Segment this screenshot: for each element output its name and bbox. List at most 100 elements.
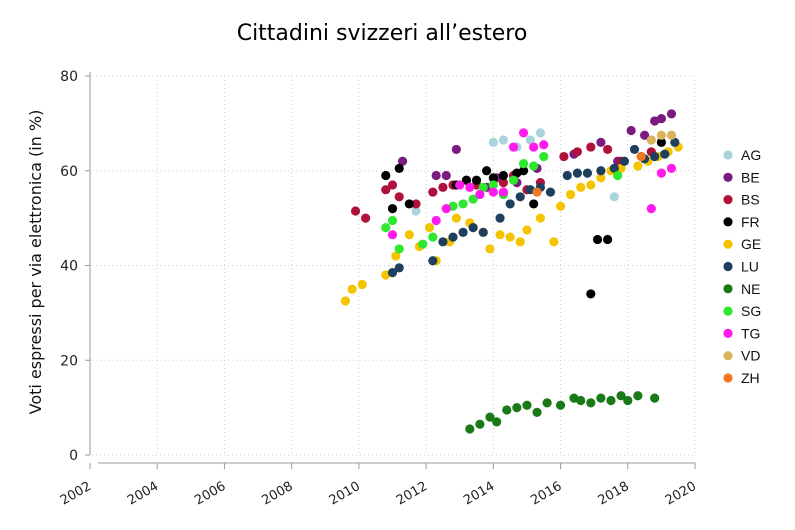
data-point-ag (488, 137, 498, 147)
data-point-ge (485, 244, 495, 254)
data-point-lu (596, 166, 606, 176)
grid-lines (89, 75, 696, 456)
data-point-tg (387, 230, 398, 240)
legend-marker-tg (723, 328, 733, 338)
data-point-lu (562, 170, 572, 181)
legend-marker-bs (723, 195, 733, 205)
data-point-ne (542, 398, 552, 408)
data-point-tg (488, 187, 498, 197)
data-point-ge (451, 213, 461, 223)
data-point-lu (458, 227, 468, 237)
data-point-lu (428, 256, 438, 266)
legend-label-sg: SG (741, 303, 761, 319)
data-point-lu (515, 192, 525, 202)
data-point-fr (498, 170, 509, 181)
legend-marker-zh (723, 373, 733, 383)
legend-marker-be (723, 172, 733, 182)
y-tick-label: 40 (60, 259, 78, 275)
data-point-tg (529, 142, 539, 152)
legend-label-ag: AG (741, 147, 761, 163)
data-point-tg (431, 215, 441, 226)
data-point-be (626, 125, 636, 136)
data-point-vd (666, 130, 677, 140)
data-point-fr (404, 199, 414, 209)
data-point-bs (411, 199, 421, 209)
data-point-zh (532, 187, 542, 197)
data-point-sg (508, 175, 519, 185)
x-tick-label: 2010 (327, 479, 363, 509)
data-point-fr (381, 170, 391, 181)
data-point-fr (394, 163, 404, 173)
data-point-tg (465, 182, 475, 192)
data-point-zh (636, 151, 646, 162)
data-point-sg (458, 199, 468, 209)
data-point-ne (522, 400, 532, 410)
data-point-fr (387, 204, 398, 214)
legend-label-bs: BS (741, 192, 760, 208)
data-points (340, 109, 683, 434)
legend-label-lu: LU (741, 259, 759, 275)
data-point-sg (418, 239, 428, 249)
x-tick-label: 2016 (528, 479, 564, 509)
data-point-bs (438, 182, 448, 192)
legend-label-ge: GE (741, 236, 761, 252)
data-point-ne (606, 395, 616, 406)
data-point-lu (609, 163, 619, 173)
data-point-tg (455, 180, 465, 190)
y-tick-label: 20 (60, 353, 78, 369)
data-point-tg (441, 204, 451, 214)
data-point-ne (633, 391, 643, 401)
data-point-sg (613, 170, 623, 181)
data-point-lu (438, 237, 448, 247)
data-point-bs (428, 187, 438, 197)
data-point-ag (609, 192, 619, 202)
data-point-ne (492, 417, 502, 427)
data-point-lu (478, 227, 488, 237)
data-point-sg (381, 223, 391, 233)
legend-label-vd: VD (741, 348, 760, 364)
legend: AG BE BS FR GE LU NE SG TG VD ZH (723, 147, 761, 386)
data-point-ge (576, 182, 586, 192)
data-point-be (639, 130, 650, 140)
data-point-bs (498, 177, 509, 188)
legend-label-zh: ZH (741, 370, 760, 386)
legend-label-ne: NE (741, 281, 760, 297)
data-point-ge (616, 163, 626, 173)
x-tick-labels: 2002 2004 2006 2008 2010 2012 2014 2016 2018 2020 (58, 479, 699, 509)
y-axis-label: Voti espressi per via elettronica (in %) (26, 110, 45, 415)
data-point-be (397, 156, 408, 166)
data-point-ne (616, 391, 626, 401)
data-point-ge (522, 225, 532, 235)
data-point-tg (539, 140, 549, 150)
data-point-ge (566, 189, 576, 200)
data-point-ge (549, 237, 559, 247)
data-point-ge (357, 279, 367, 290)
data-point-tg (656, 168, 666, 178)
legend-label-fr: FR (741, 214, 760, 230)
data-point-tg (646, 204, 656, 214)
x-tick-label: 2006 (192, 479, 228, 509)
data-point-fr (518, 166, 529, 176)
data-point-sg (478, 182, 488, 192)
legend-marker-ne (723, 284, 733, 294)
x-tick-label: 2014 (461, 479, 497, 509)
x-tick-label: 2018 (596, 479, 632, 509)
data-point-bs (559, 151, 569, 162)
data-point-ge (495, 230, 505, 240)
x-tick-label: 2012 (394, 479, 430, 509)
data-point-fr (482, 166, 492, 176)
data-point-tg (518, 128, 529, 138)
data-point-ge (633, 161, 643, 171)
data-point-ge (535, 213, 545, 223)
data-point-sg (387, 215, 398, 226)
x-tick-label: 2002 (58, 479, 94, 509)
data-point-bs (387, 180, 398, 190)
data-point-ne (596, 393, 606, 403)
data-point-fr (461, 175, 472, 185)
data-point-bs (381, 185, 391, 195)
data-point-ag (411, 206, 421, 216)
data-point-ag (498, 135, 509, 145)
data-point-lu (572, 168, 582, 178)
legend-marker-fr (723, 217, 733, 227)
data-point-be (666, 109, 677, 119)
